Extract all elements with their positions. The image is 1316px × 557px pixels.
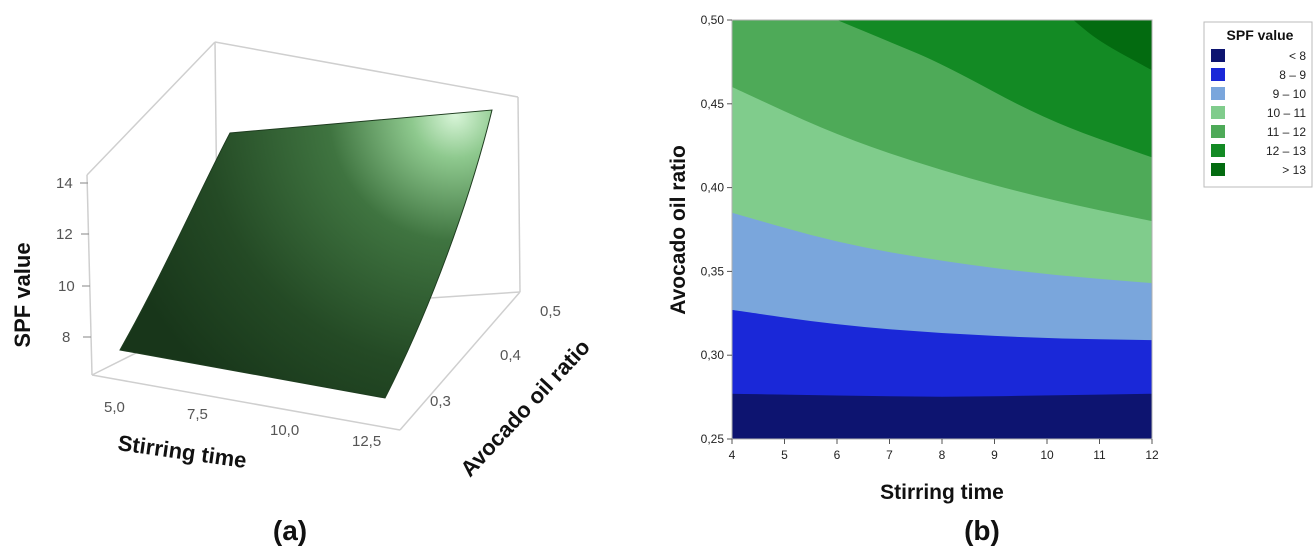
legend-swatch	[1211, 87, 1225, 100]
z-tick-label: 8	[62, 329, 70, 346]
box-edge	[399, 291, 521, 431]
x-axis-title: Stirring time	[880, 481, 1004, 504]
legend-swatch	[1211, 49, 1225, 62]
x-tick-label: 10	[1040, 448, 1054, 462]
x-tick-label: 7,5	[187, 406, 208, 423]
y-axis-ticks: 0,25 0,30 0,35 0,40 0,45 0,50	[701, 13, 732, 446]
x-axis-ticks: 4 5 6 7 8 9 10 11 12	[729, 439, 1159, 462]
z-tick-label: 10	[58, 278, 75, 295]
legend-swatch	[1211, 163, 1225, 176]
y-tick-label: 0,5	[540, 303, 561, 320]
legend-entry-label: 8 – 9	[1279, 68, 1306, 82]
contour-plot: 4 5 6 7 8 9 10 11 12 0,25 0,30 0,35 0,40 0,45 0,50 St…	[667, 13, 1313, 546]
box-edge	[214, 41, 519, 98]
x-tick-label: 11	[1093, 448, 1106, 462]
x-tick-label: 6	[834, 448, 841, 462]
contour-band-6	[1073, 20, 1152, 71]
y-tick-label: 0,35	[701, 264, 725, 278]
y-tick-label: 0,25	[701, 432, 725, 446]
contour-band-5	[837, 20, 1152, 158]
legend-swatch	[1211, 106, 1225, 119]
box-edge	[517, 96, 521, 293]
box-edge	[91, 374, 401, 431]
box-edge	[86, 41, 216, 176]
legend-entry-label: < 8	[1289, 49, 1306, 63]
x-tick-label: 5,0	[104, 399, 125, 416]
legend-swatch	[1211, 144, 1225, 157]
legend: SPF value < 8 8 – 9 9 – 10 10 – 11 11 – 12 12…	[1203, 21, 1313, 188]
surface-plot: 14 12 10 8 5,0 7,5 10,0 12,5 0,3 0,4 0,5…	[10, 41, 595, 546]
panel-label-a: (a)	[273, 515, 307, 546]
contour-plot-panel: 4 5 6 7 8 9 10 11 12 0,25 0,30 0,35 0,40 0,45 0,50 St…	[640, 0, 1316, 552]
y-tick-label: 0,50	[701, 13, 725, 27]
z-tick-label: 14	[56, 175, 73, 192]
y-tick-label: 0,40	[701, 181, 725, 195]
response-surface	[119, 109, 493, 399]
legend-entry-label: 11 – 12	[1267, 125, 1306, 139]
legend-title: SPF value	[1227, 27, 1294, 43]
y-tick-label: 0,4	[500, 347, 521, 364]
x-tick-label: 8	[939, 448, 946, 462]
panel-label-b: (b)	[964, 515, 1000, 546]
legend-entry-label: > 13	[1282, 163, 1306, 177]
x-tick-label: 12	[1145, 448, 1159, 462]
y-tick-label: 0,30	[701, 348, 725, 362]
x-tick-label: 12,5	[352, 433, 381, 450]
surface-plot-panel: 14 12 10 8 5,0 7,5 10,0 12,5 0,3 0,4 0,5…	[0, 0, 640, 552]
x-tick-label: 5	[781, 448, 788, 462]
contour-fill-layer	[732, 20, 1152, 439]
legend-swatch	[1211, 125, 1225, 138]
legend-entry-label: 12 – 13	[1266, 144, 1306, 158]
x-tick-label: 9	[991, 448, 998, 462]
z-axis-title: SPF value	[10, 242, 35, 347]
z-tick-label: 12	[56, 226, 73, 243]
y-axis-title: Avocado oil ratio	[455, 334, 594, 481]
y-axis-title: Avocado oil ratio	[667, 145, 690, 315]
legend-swatch	[1211, 68, 1225, 81]
x-tick-label: 7	[886, 448, 893, 462]
x-tick-label: 4	[729, 448, 736, 462]
legend-entry-label: 9 – 10	[1273, 87, 1307, 101]
x-axis-title: Stirring time	[116, 430, 248, 473]
legend-entry-label: 10 – 11	[1267, 106, 1306, 120]
y-tick-label: 0,3	[430, 393, 451, 410]
y-tick-label: 0,45	[701, 97, 725, 111]
x-tick-label: 10,0	[270, 422, 299, 439]
box-edge	[86, 174, 93, 376]
